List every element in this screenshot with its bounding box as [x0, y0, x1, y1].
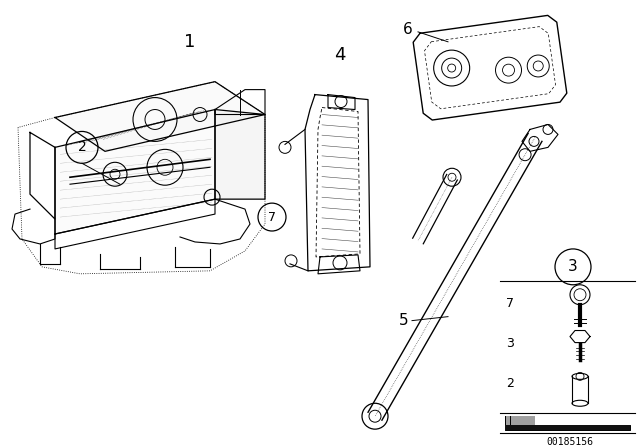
Text: 4: 4 — [334, 46, 346, 64]
Text: 1: 1 — [184, 33, 196, 51]
Text: 7: 7 — [268, 211, 276, 224]
Text: 00185156: 00185156 — [547, 437, 593, 447]
Text: 6: 6 — [403, 22, 413, 37]
Polygon shape — [55, 109, 215, 234]
Text: 3: 3 — [568, 259, 578, 274]
Polygon shape — [505, 416, 535, 425]
Polygon shape — [505, 425, 630, 430]
Text: 5: 5 — [398, 313, 408, 328]
Polygon shape — [505, 425, 630, 430]
Text: 3: 3 — [506, 337, 514, 350]
Text: 7: 7 — [506, 297, 514, 310]
Text: 2: 2 — [506, 377, 514, 390]
Text: 2: 2 — [77, 140, 86, 155]
Polygon shape — [55, 82, 265, 151]
Polygon shape — [215, 109, 265, 199]
